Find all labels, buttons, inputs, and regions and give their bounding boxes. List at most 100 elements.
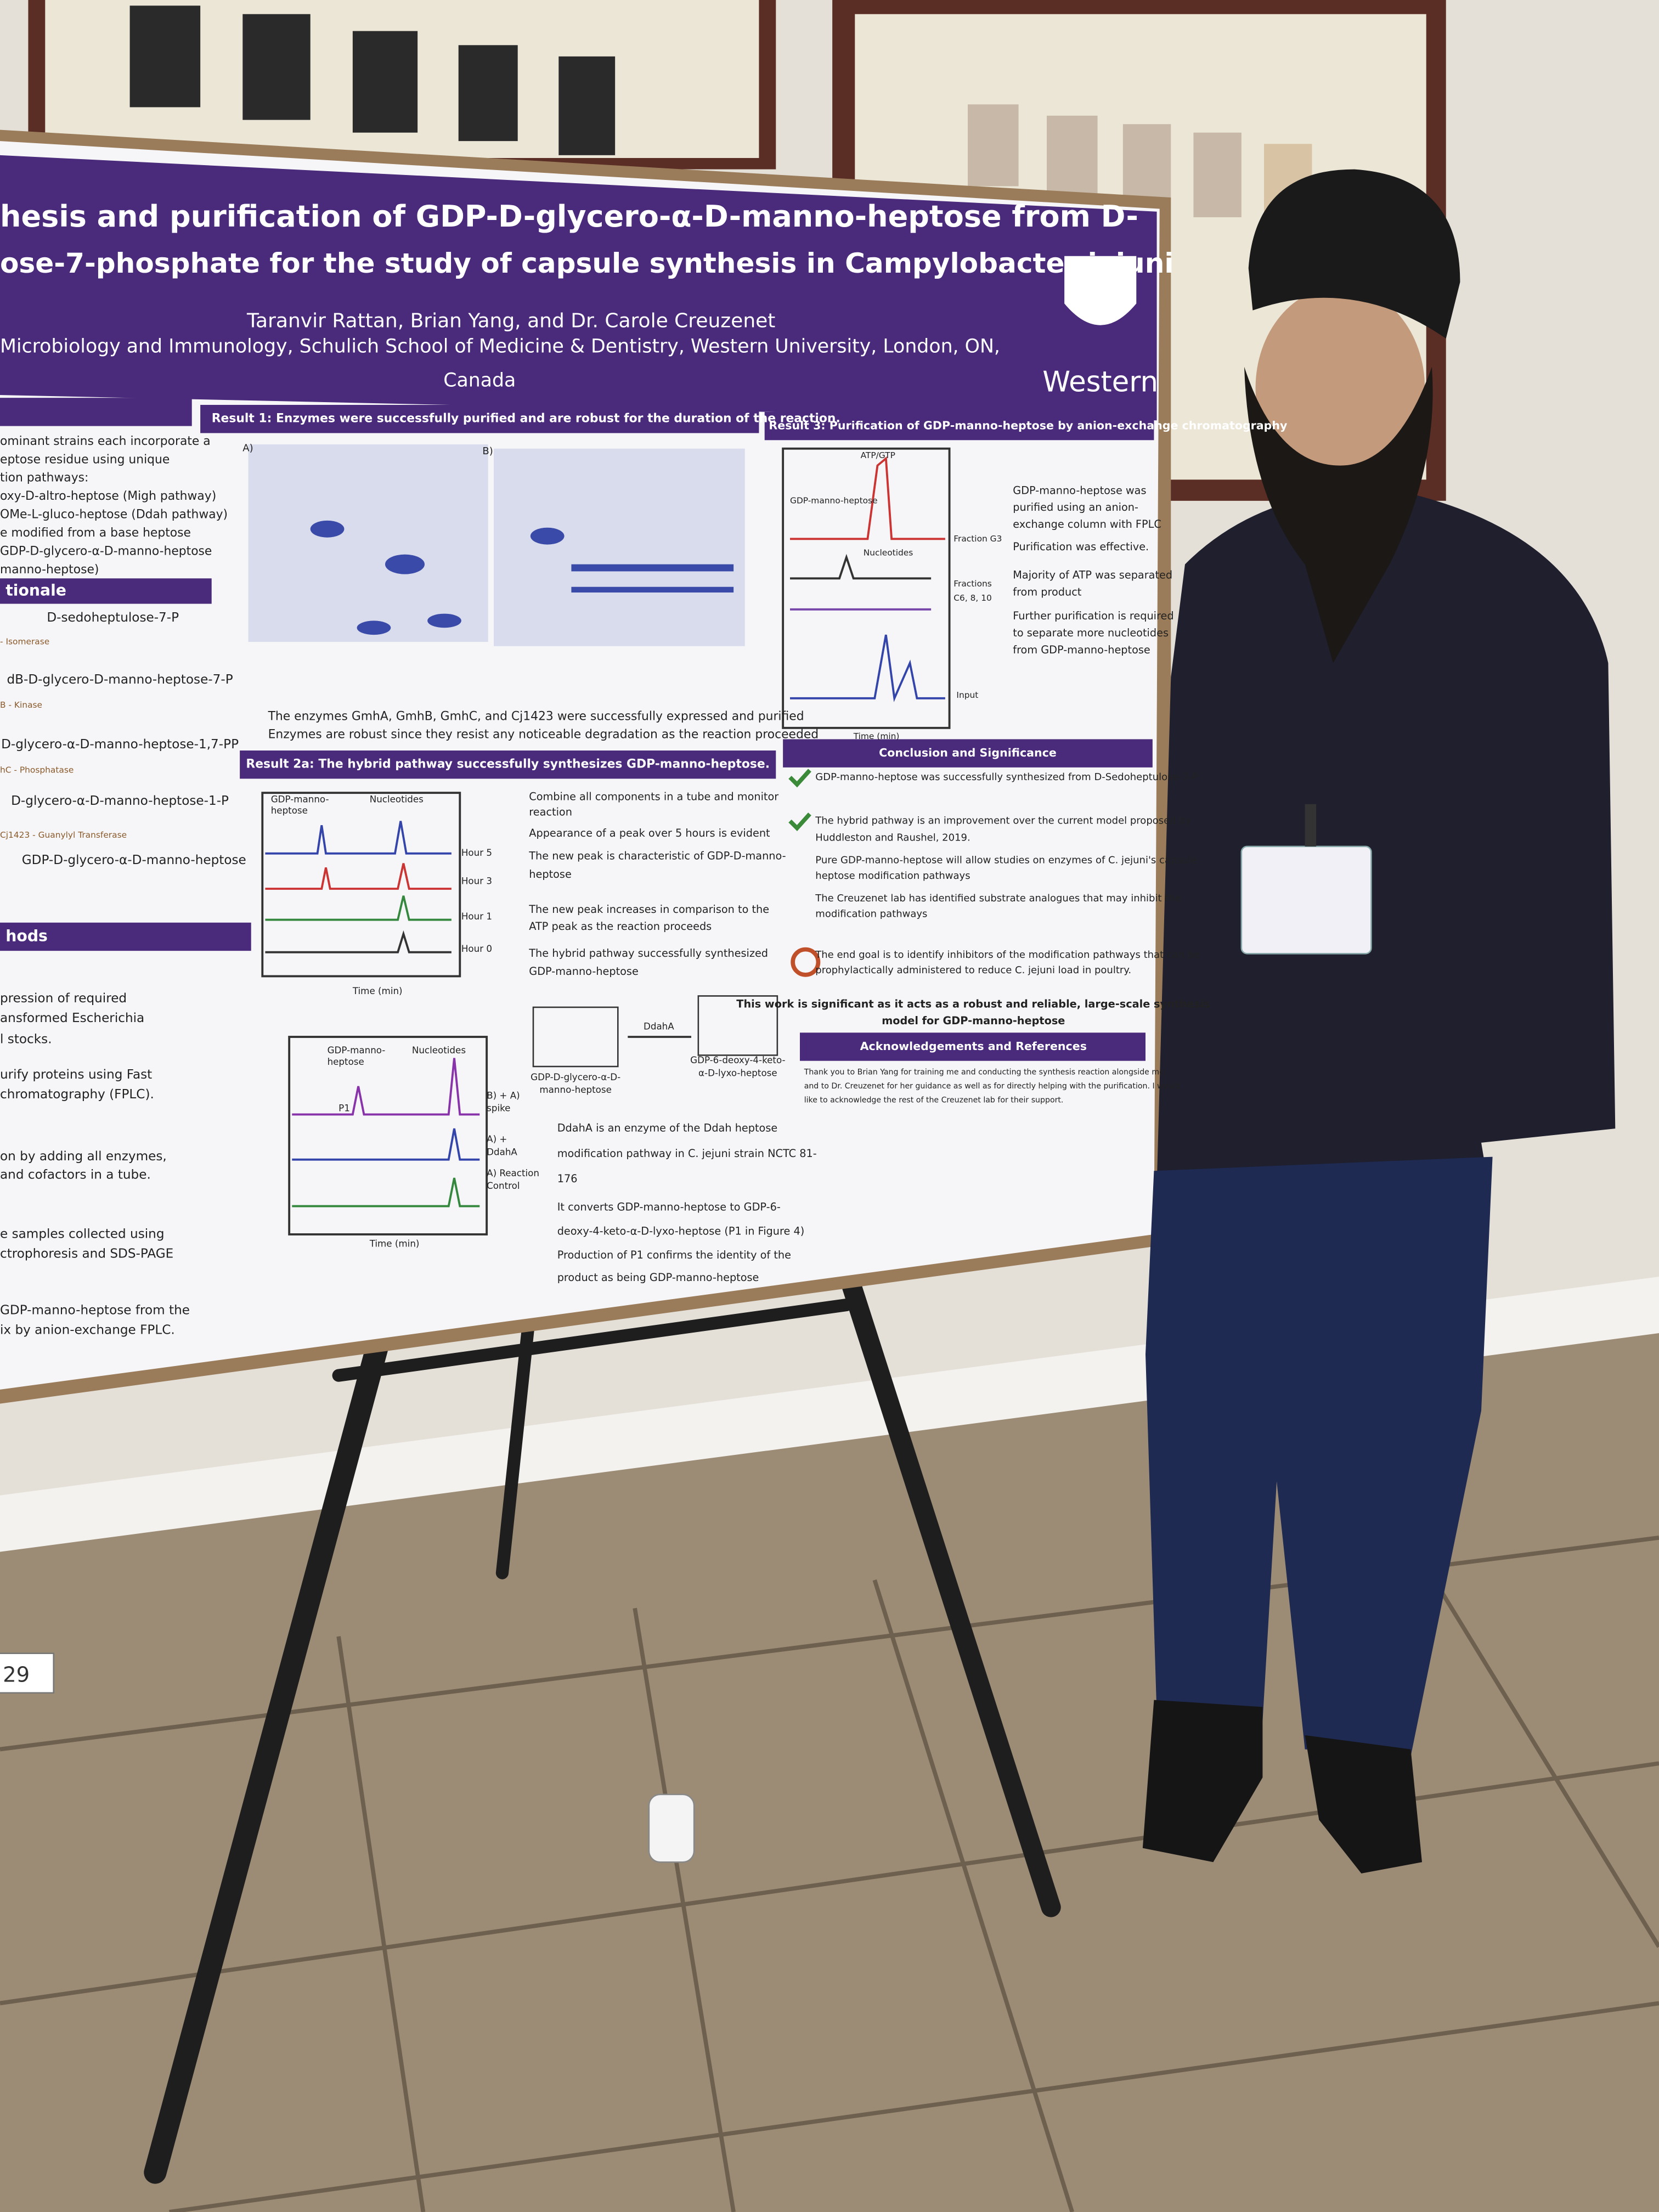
poster-text: Production of P1 confirms the identity o… xyxy=(557,1249,791,1261)
poster-text: from GDP-manno-heptose xyxy=(1013,644,1150,656)
poster-text: Nucleotides xyxy=(864,548,913,558)
portrait xyxy=(1122,124,1171,201)
poster-text: Further purification is required xyxy=(1013,610,1173,622)
portrait xyxy=(968,104,1019,187)
section-bar xyxy=(764,411,1154,441)
poster-text: Combine all components in a tube and mon… xyxy=(529,790,778,803)
poster-text: Result 1: Enzymes were successfully puri… xyxy=(212,412,840,426)
plot-frame xyxy=(782,447,951,729)
poster-text: heptose xyxy=(529,868,572,881)
trace xyxy=(292,1128,480,1161)
section-bar xyxy=(200,405,759,433)
section-bar xyxy=(800,1032,1146,1061)
poster-text: GDP-manno- xyxy=(328,1045,386,1056)
section-bar xyxy=(240,751,776,779)
poster-text: D-glycero-α-D-manno-heptose-1,7-PP xyxy=(1,737,239,752)
logo-shield xyxy=(1064,256,1137,325)
check-icon xyxy=(788,769,811,788)
poster-text: on by adding all enzymes, xyxy=(0,1149,167,1164)
floor-tiles xyxy=(0,1494,1659,2212)
poster-text: B - Kinase xyxy=(0,700,42,710)
poster-text: manno-heptose xyxy=(539,1084,611,1095)
band xyxy=(385,554,425,574)
section-bar xyxy=(0,578,212,604)
trace xyxy=(790,554,932,580)
poster-text: This work is significant as it acts as a… xyxy=(736,997,1210,1010)
poster-text: Time (min) xyxy=(853,731,900,741)
poster-text: GDP-manno-heptose xyxy=(529,965,639,978)
poster-text: α-D-lyxo-heptose xyxy=(698,1067,777,1078)
poster-text: Western xyxy=(1042,365,1158,398)
easel-leg xyxy=(836,1260,1061,1917)
poster-text: A) xyxy=(242,443,253,454)
poster-text: eptose residue using unique xyxy=(0,453,170,466)
poster-text: Nucleotides xyxy=(412,1045,466,1056)
poster-text: Cj1423 - Guanylyl Transferase xyxy=(0,830,127,840)
poster-text: Hour 1 xyxy=(461,911,492,922)
poster-text: The enzymes GmhA, GmhB, GmhC, and Cj1423… xyxy=(268,709,804,723)
poster-text: spike xyxy=(487,1103,510,1114)
band xyxy=(310,520,345,538)
poster-text: tionale xyxy=(5,581,66,599)
poster-text: GDP-D-glycero-α-D-manno-heptose xyxy=(22,853,246,867)
poster-text: purified using an anion- xyxy=(1013,501,1138,514)
section-bar xyxy=(0,398,192,426)
poster-text: C6, 8, 10 xyxy=(953,593,992,603)
poster-text: Acknowledgements and References xyxy=(860,1040,1087,1053)
poster-text: B) xyxy=(482,445,493,457)
poster-text: urify proteins using Fast xyxy=(0,1068,152,1082)
target-icon xyxy=(791,947,821,977)
trace xyxy=(265,930,452,953)
poster-text: The hybrid pathway is an improvement ove… xyxy=(815,815,1191,827)
portrait xyxy=(242,14,311,120)
poster-text: Canada xyxy=(443,369,516,391)
poster-text: 29 xyxy=(3,1662,30,1687)
poster-text: It converts GDP-manno-heptose to GDP-6- xyxy=(557,1201,781,1214)
easel xyxy=(144,1260,1061,2184)
poster-text: GDP-6-deoxy-4-keto- xyxy=(690,1054,785,1065)
section-bar xyxy=(0,922,251,951)
poster-text: GDP-manno-heptose from the xyxy=(0,1303,190,1317)
poster-text: from product xyxy=(1013,586,1082,599)
poster-text: GDP-manno-heptose was successfully synth… xyxy=(815,771,1198,783)
turban xyxy=(1248,169,1460,339)
band xyxy=(571,586,734,592)
trace xyxy=(265,895,452,921)
name-badge xyxy=(1240,845,1372,955)
poster-text: Pure GDP-manno-heptose will allow studie… xyxy=(815,855,1197,866)
poster-text: Fractions xyxy=(953,579,992,589)
poster-text: D-sedoheptulose-7-P xyxy=(47,611,179,625)
poster-text: heptose xyxy=(271,805,308,816)
trace xyxy=(790,634,945,702)
poster-text: The end goal is to identify inhibitors o… xyxy=(815,949,1200,961)
poster-text: tion pathways: xyxy=(0,471,88,485)
poster-text: A) Reaction xyxy=(487,1167,539,1178)
poster-text: and cofactors in a tube. xyxy=(0,1168,151,1182)
section-bars xyxy=(0,398,1154,1061)
poster-text: GDP-D-glycero-α-D- xyxy=(531,1071,620,1082)
poster-text: l stocks. xyxy=(0,1032,52,1047)
poster-text: Hour 5 xyxy=(461,847,492,858)
poster-text: to separate more nucleotides xyxy=(1013,627,1169,639)
structure-box xyxy=(697,995,778,1056)
portrait xyxy=(458,45,518,142)
poster-text: e samples collected using xyxy=(0,1227,165,1242)
poster-text: Conclusion and Significance xyxy=(879,746,1057,759)
poster-text: GDP-manno-heptose xyxy=(790,495,878,505)
portrait xyxy=(1047,115,1098,195)
poster-text: P1 xyxy=(338,1103,350,1114)
poster-text: Control xyxy=(487,1180,520,1191)
poster-text: 176 xyxy=(557,1172,578,1185)
band xyxy=(571,564,734,572)
poster-text: Huddleston and Raushel, 2019. xyxy=(815,832,970,843)
poster-text: DdahA is an enzyme of the Ddah heptose xyxy=(557,1122,778,1135)
structure-box xyxy=(532,1006,619,1068)
poster-text: GDP-manno- xyxy=(271,794,329,805)
jeans xyxy=(1146,1156,1493,1757)
portraits xyxy=(129,5,616,155)
easel-leg xyxy=(144,1322,392,2184)
poster-text: B) + A) xyxy=(487,1090,520,1101)
tile-seams xyxy=(0,1494,1659,2212)
shoe xyxy=(1305,1735,1422,1874)
